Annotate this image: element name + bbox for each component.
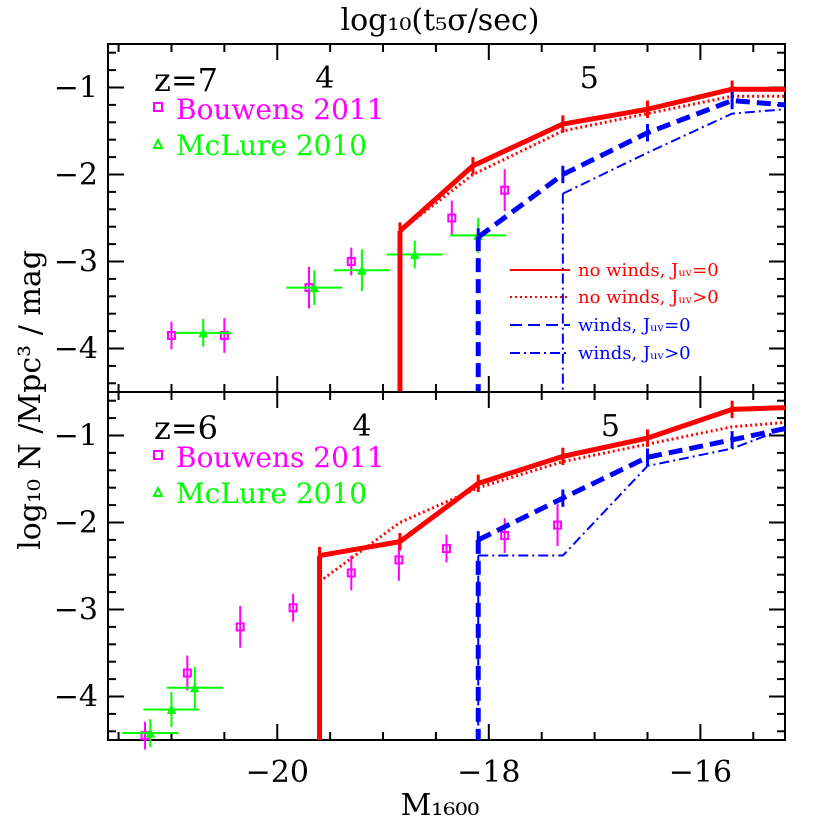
y-tick-label: −4 (54, 332, 98, 367)
mclure-point (357, 265, 367, 275)
redshift-label: z=6 (154, 409, 218, 447)
bouwens-point (553, 520, 563, 530)
mclure-point (409, 249, 420, 260)
bouwens-point (442, 544, 451, 554)
legend-marker-bouwens (153, 450, 163, 460)
mclure-point (198, 327, 209, 338)
series-line-winds-jgt0 (478, 427, 786, 557)
series-line-no-winds-j0 (319, 405, 786, 559)
legend-label-winds-jgt0: winds, Jᵤᵥ>0 (578, 343, 691, 364)
y-tick-label: −1 (54, 71, 98, 106)
x-tick-label: −16 (669, 755, 732, 790)
top-tick-label: 4 (315, 61, 334, 96)
bouwens-point (346, 257, 356, 266)
y-tick-label: −2 (54, 506, 98, 541)
x-tick-label: −20 (246, 755, 309, 790)
y-tick-label: −3 (54, 245, 98, 280)
legend-label-no-winds-j0: no winds, Jᵤᵥ=0 (578, 260, 719, 281)
x-axis-label: M₁₆₀₀ (401, 788, 480, 823)
bouwens-point (346, 568, 356, 578)
series-line-no-winds-j0 (398, 86, 785, 233)
bouwens-point (500, 185, 510, 195)
top-tick-label: 5 (580, 61, 599, 96)
bouwens-point (235, 622, 245, 632)
series-line-winds-jgt0 (562, 108, 786, 195)
legend-label-no-winds-jgt0: no winds, Jᵤᵥ>0 (578, 287, 719, 308)
bouwens-point (288, 603, 298, 613)
legend-label-winds-j0: winds, Jᵤᵥ=0 (578, 315, 691, 336)
x-tick-label: −18 (457, 755, 520, 790)
mclure-point (309, 282, 320, 293)
legend-marker-mclure (152, 485, 164, 497)
legend-label-bouwens: Bouwens 2011 (176, 441, 385, 474)
bouwens-point (394, 555, 404, 565)
top-tick-label: 4 (352, 409, 371, 444)
legend-marker-bouwens (153, 102, 163, 112)
legend-label-bouwens: Bouwens 2011 (176, 93, 385, 126)
mclure-point (166, 704, 177, 715)
legend-label-mclure: McLure 2010 (176, 477, 367, 510)
series-line-no-winds-jgt0 (399, 94, 785, 233)
legend-label-mclure: McLure 2010 (176, 129, 367, 162)
bouwens-point (166, 330, 176, 340)
top-axis-label: log₁₀(t₅σ/sec) (341, 3, 540, 38)
legend-marker-mclure (152, 137, 164, 149)
panel-frame (107, 391, 786, 741)
y-tick-label: −4 (54, 680, 98, 715)
bouwens-point (182, 668, 192, 678)
series-line-winds-j0 (476, 98, 786, 240)
mclure-point (145, 727, 156, 738)
top-tick-label: 5 (601, 409, 620, 444)
bouwens-point (500, 531, 510, 541)
mclure-point (189, 682, 200, 693)
y-tick-label: −1 (54, 419, 98, 454)
model-legend: no winds, Jᵤᵥ=0 no winds, Jᵤᵥ>0 winds, J… (510, 260, 719, 364)
y-tick-label: −3 (54, 593, 98, 628)
bouwens-point (447, 213, 457, 223)
redshift-label: z=7 (154, 61, 218, 99)
series-line-no-winds-jgt0 (318, 420, 786, 583)
y-tick-label: −2 (54, 158, 98, 193)
y-axis-label: log₁₀ N /Mpc³ / mag (13, 250, 48, 550)
